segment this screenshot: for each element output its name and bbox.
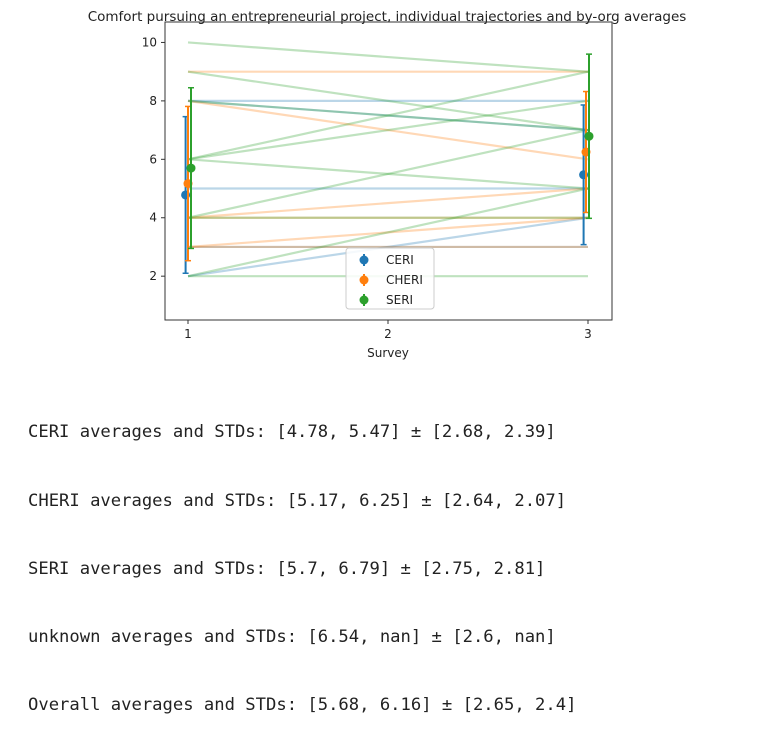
- x-tick-label: 3: [584, 327, 592, 341]
- y-tick-label: 10: [142, 35, 157, 49]
- y-tick-label: 4: [149, 211, 157, 225]
- trajectory-line-ceri: [187, 99, 589, 132]
- legend-label-ceri: CERI: [386, 253, 414, 267]
- trajectory-chart: Comfort pursuing an entrepreneurial proj…: [88, 9, 687, 360]
- output-line-overall: Overall averages and STDs: [5.68, 6.16] …: [28, 694, 577, 715]
- legend-marker-seri: [359, 295, 369, 305]
- trajectory-line-cheri: [187, 187, 589, 219]
- mean-point-seri: [584, 131, 594, 141]
- output-line-cheri: CHERI averages and STDs: [5.17, 6.25] ± …: [28, 490, 567, 511]
- trajectory-line-seri: [187, 187, 589, 278]
- legend-label-seri: SERI: [386, 293, 413, 307]
- trajectory-line-seri: [187, 41, 589, 73]
- cell-output: CERI averages and STDs: [4.78, 5.47] ± […: [28, 376, 576, 739]
- trajectory-line-seri: [187, 70, 589, 161]
- legend: CERI CHERI SERI: [345, 247, 435, 310]
- x-tick-label: 1: [184, 327, 192, 341]
- legend-marker-ceri: [359, 255, 369, 265]
- output-line-ceri: CERI averages and STDs: [4.78, 5.47] ± […: [28, 422, 556, 443]
- y-tick-label: 8: [149, 94, 157, 108]
- chart-title: Comfort pursuing an entrepreneurial proj…: [88, 9, 687, 25]
- y-tick-label: 6: [149, 152, 157, 166]
- y-tick-label: 2: [149, 269, 157, 283]
- trajectory-line-seri: [187, 99, 589, 161]
- output-line-unknown: unknown averages and STDs: [6.54, nan] ±…: [28, 626, 556, 647]
- trajectory-line-seri: [187, 99, 589, 132]
- output-line-seri: SERI averages and STDs: [5.7, 6.79] ± [2…: [28, 558, 546, 579]
- trajectory-line-seri: [187, 129, 589, 219]
- trajectory-line-cheri: [187, 216, 589, 249]
- legend-label-cheri: CHERI: [386, 273, 423, 287]
- mean-point-seri: [186, 163, 196, 173]
- trajectory-line-cheri: [187, 99, 589, 161]
- trajectory-line-seri: [187, 158, 589, 190]
- x-axis-label: Survey: [367, 346, 409, 360]
- trajectory-line-seri: [187, 70, 589, 132]
- x-tick-label: 2: [384, 327, 392, 341]
- legend-marker-cheri: [359, 275, 369, 285]
- legend-box: [345, 247, 435, 310]
- trajectory-line-ceri: [187, 216, 589, 278]
